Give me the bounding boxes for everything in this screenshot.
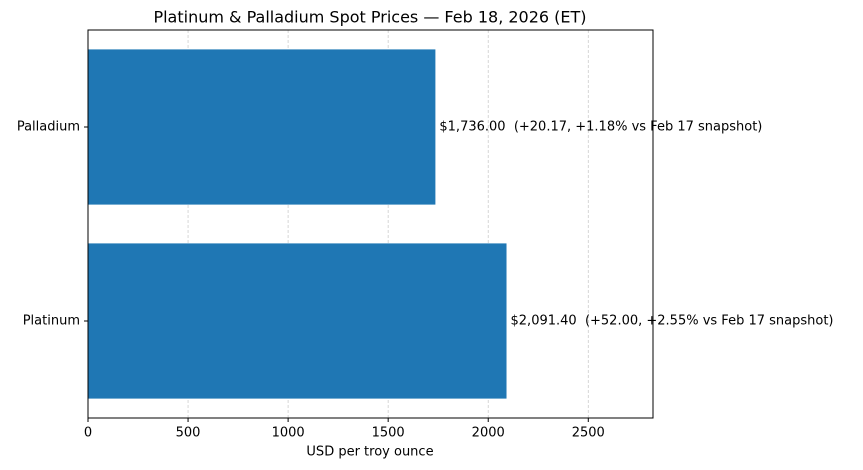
value-label: $1,736.00 (+20.17, +1.18% vs Feb 17 snap… <box>439 120 762 135</box>
plot-frame <box>87 29 654 419</box>
chart-title: Platinum & Palladium Spot Prices — Feb 1… <box>153 8 586 27</box>
x-tick-label: 1500 <box>372 426 405 441</box>
x-tick-label: 2000 <box>472 426 505 441</box>
bar <box>88 49 436 205</box>
y-tick-label: Platinum <box>23 314 80 329</box>
x-tick-label: 500 <box>176 426 201 441</box>
value-label: $2,091.40 (+52.00, +2.55% vs Feb 17 snap… <box>511 314 834 329</box>
y-tick-label: Palladium <box>17 120 80 135</box>
x-tick-label: 1000 <box>272 426 305 441</box>
x-tick-label: 2500 <box>572 426 605 441</box>
x-tick-label: 0 <box>84 426 92 441</box>
x-axis-label: USD per troy ounce <box>306 445 433 460</box>
bar <box>88 243 507 399</box>
